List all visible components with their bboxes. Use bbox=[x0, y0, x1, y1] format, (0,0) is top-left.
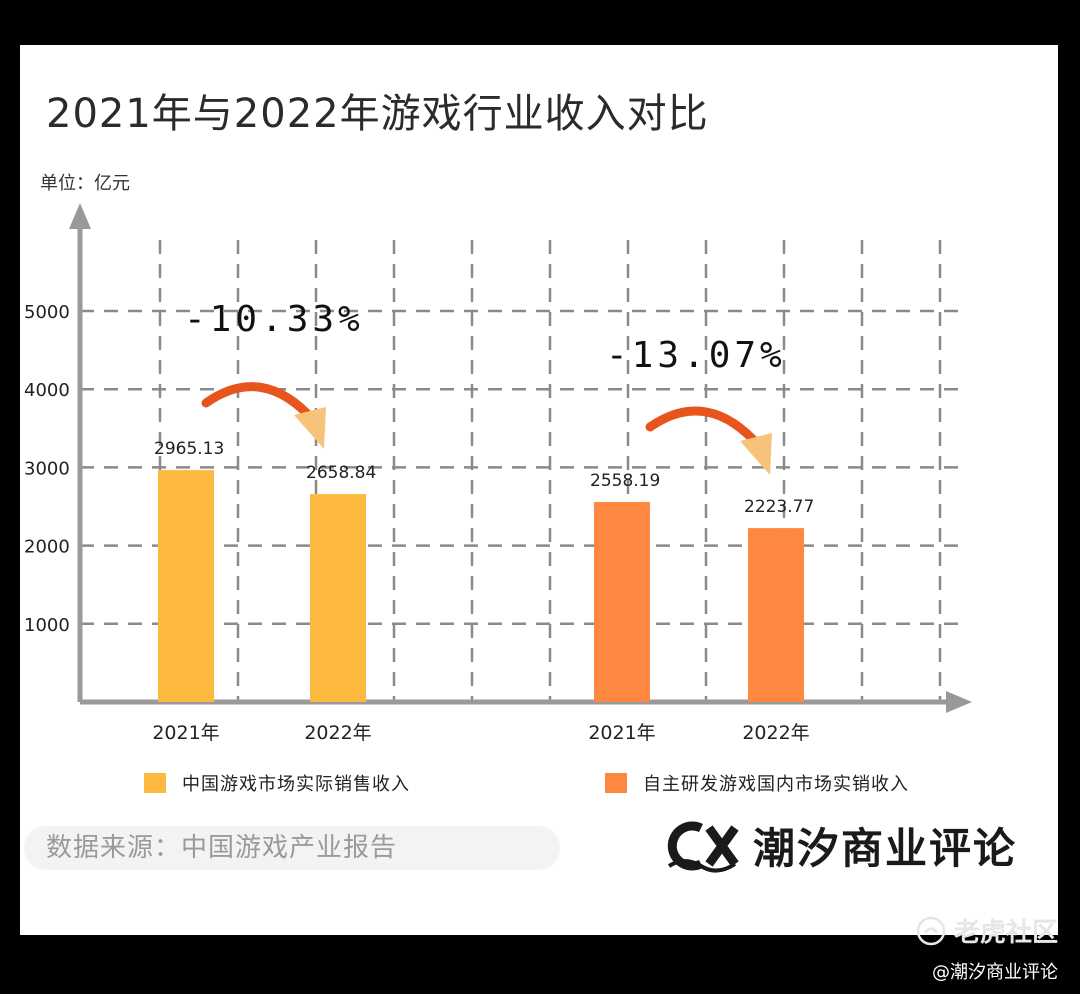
decline-arrow-icon bbox=[645, 406, 765, 452]
legend-swatch-2 bbox=[605, 773, 627, 793]
bar-value-label: 2558.19 bbox=[590, 471, 660, 491]
bar bbox=[594, 501, 650, 702]
brand-name: 潮汐商业评论 bbox=[753, 824, 1018, 873]
decline-arrow-icon-head bbox=[740, 433, 772, 475]
y-tick-label: 2000 bbox=[24, 537, 70, 558]
bar-value-label: 2658.84 bbox=[306, 463, 376, 483]
decline-arrow-icon-head bbox=[294, 407, 326, 449]
x-tick-label: 2021年 bbox=[588, 722, 655, 744]
brand-logo: 潮汐商业评论 bbox=[665, 815, 1017, 876]
watermark-site: 老虎社区 bbox=[916, 912, 1058, 949]
bar-value-label: 2965.13 bbox=[154, 439, 224, 459]
unit-label: 单位：亿元 bbox=[40, 173, 130, 194]
legend-item-2: 自主研发游戏国内市场实销收入 bbox=[605, 770, 909, 796]
y-tick-label: 3000 bbox=[24, 458, 70, 479]
x-tick-label: 2021年 bbox=[152, 722, 219, 744]
legend-item-1: 中国游戏市场实际销售收入 bbox=[144, 770, 410, 796]
chart-title: 2021年与2022年游戏行业收入对比 bbox=[46, 91, 709, 137]
tiger-community-icon bbox=[916, 916, 946, 945]
bar bbox=[748, 528, 804, 702]
x-axis-arrow bbox=[946, 691, 972, 713]
change-annotation-1: -10.33% bbox=[184, 299, 364, 340]
x-tick-label: 2022年 bbox=[304, 722, 371, 744]
y-tick-label: 1000 bbox=[24, 615, 70, 636]
legend-swatch-1 bbox=[144, 773, 166, 793]
chart-plot: 1000 2000 3000 4000 5000 2965.13 2021年 2658.84 2… bbox=[24, 203, 972, 744]
cx-logo-icon bbox=[667, 821, 739, 872]
bar bbox=[158, 470, 214, 702]
legend-label-1: 中国游戏市场实际销售收入 bbox=[182, 774, 410, 795]
source-note: 数据来源：中国游戏产业报告 bbox=[24, 826, 560, 870]
bar-value-label: 2223.77 bbox=[744, 497, 814, 517]
decline-arrow-icon bbox=[201, 382, 319, 426]
y-axis-arrow bbox=[69, 203, 91, 229]
x-tick-label: 2022年 bbox=[742, 722, 809, 744]
chart-card: 1000 2000 3000 4000 5000 2965.13 2021年 2658.84 2… bbox=[20, 45, 1058, 935]
bar bbox=[310, 494, 366, 702]
legend-label-2: 自主研发游戏国内市场实销收入 bbox=[643, 774, 909, 795]
change-annotation-2: -13.07% bbox=[606, 335, 786, 376]
y-tick-label: 4000 bbox=[24, 380, 70, 401]
y-tick-label: 5000 bbox=[24, 302, 70, 323]
watermark-site-text: 老虎社区 bbox=[953, 918, 1058, 948]
watermark-user: @潮汐商业评论 bbox=[932, 962, 1058, 983]
